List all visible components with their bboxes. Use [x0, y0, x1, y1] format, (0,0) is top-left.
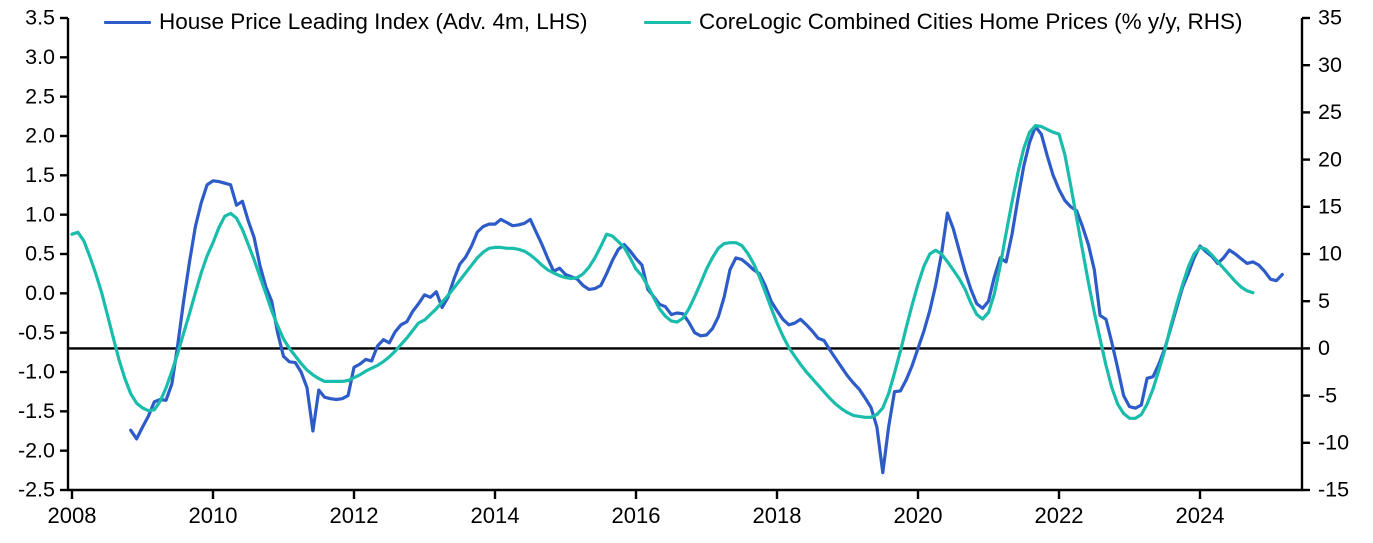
left-axis-tick-label: 0.0 — [25, 281, 55, 305]
left-axis-tick-label: 3.5 — [25, 6, 55, 30]
x-axis-tick-label: 2024 — [1176, 503, 1225, 528]
left-axis-tick-label: 2.5 — [25, 84, 55, 108]
left-axis-tick-label: 3.0 — [25, 45, 55, 69]
left-axis-tick-label: 1.5 — [25, 163, 55, 187]
right-axis-tick-label: -15 — [1318, 478, 1349, 502]
x-axis-tick-label: 2022 — [1035, 503, 1084, 528]
right-axis-tick-label: -5 — [1318, 383, 1337, 407]
right-axis-tick-label: 20 — [1318, 147, 1342, 171]
x-axis-tick-label: 2020 — [894, 503, 943, 528]
right-axis-tick-label: 5 — [1318, 289, 1330, 313]
left-axis-tick-label: -0.5 — [18, 320, 55, 344]
right-axis-tick-label: -10 — [1318, 430, 1349, 454]
left-axis-tick-label: 0.5 — [25, 242, 55, 266]
left-axis-tick-label: -2.5 — [18, 478, 55, 502]
right-axis-tick-label: 0 — [1318, 336, 1330, 360]
right-axis-tick-label: 35 — [1318, 6, 1342, 30]
right-axis-tick-label: 15 — [1318, 194, 1342, 218]
x-axis-tick-label: 2018 — [753, 503, 802, 528]
right-axis-tick-label: 30 — [1318, 53, 1342, 77]
left-axis-tick-label: -1.0 — [18, 360, 55, 384]
corelogic-series-line — [70, 124, 1255, 420]
x-axis-tick-label: 2010 — [189, 503, 238, 528]
right-axis-tick-label: 10 — [1318, 242, 1342, 266]
right-axis-tick-label: 25 — [1318, 100, 1342, 124]
x-axis-tick-label: 2012 — [330, 503, 379, 528]
x-axis-tick-label: 2008 — [48, 503, 97, 528]
left-axis-tick-label: 1.0 — [25, 202, 55, 226]
x-axis-tick-label: 2016 — [612, 503, 661, 528]
left-axis-tick-label: 2.0 — [25, 124, 55, 148]
left-axis-tick-label: -2.0 — [18, 438, 55, 462]
x-axis-tick-label: 2014 — [471, 503, 520, 528]
left-axis-tick-label: -1.5 — [18, 399, 55, 423]
hpli-series-line — [129, 125, 1284, 475]
